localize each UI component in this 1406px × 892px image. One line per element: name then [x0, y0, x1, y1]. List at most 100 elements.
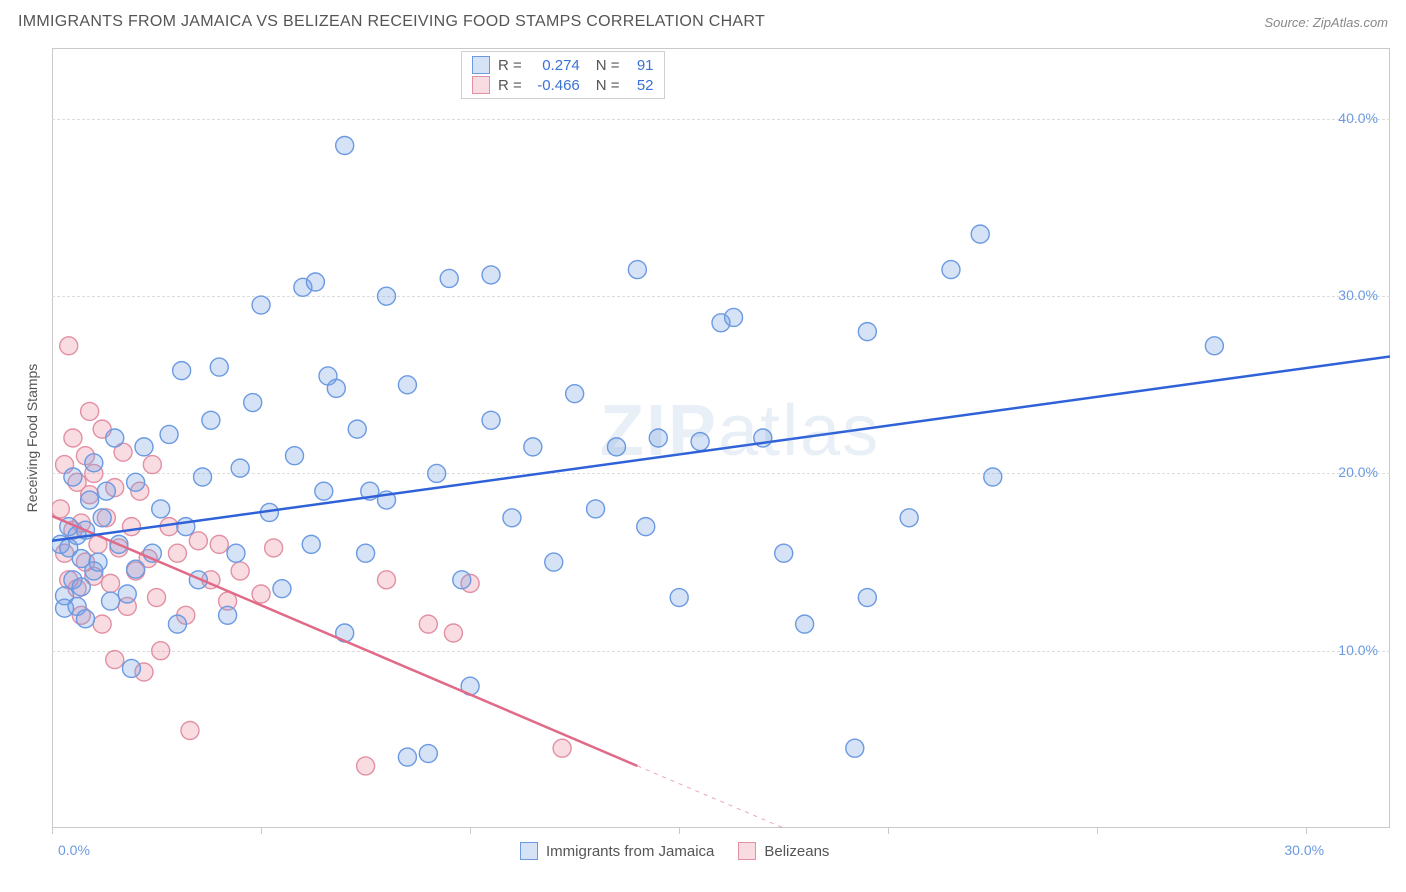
legend-swatch	[520, 842, 538, 860]
data-point	[148, 589, 166, 607]
data-point	[93, 509, 111, 527]
data-point	[168, 544, 186, 562]
data-point	[971, 225, 989, 243]
data-point	[127, 560, 145, 578]
data-point	[336, 137, 354, 155]
data-point	[900, 509, 918, 527]
legend-label: Immigrants from Jamaica	[546, 843, 714, 860]
data-point	[453, 571, 471, 589]
data-point	[858, 589, 876, 607]
data-point	[649, 429, 667, 447]
r-value: -0.466	[530, 77, 580, 94]
data-point	[348, 420, 366, 438]
data-point	[419, 745, 437, 763]
r-label: R =	[498, 77, 522, 94]
data-point	[97, 482, 115, 500]
data-point	[419, 615, 437, 633]
data-point	[72, 578, 90, 596]
data-point	[775, 544, 793, 562]
data-point	[219, 606, 237, 624]
data-point	[846, 739, 864, 757]
data-point	[89, 553, 107, 571]
regression-line	[52, 356, 1390, 540]
data-point	[553, 739, 571, 757]
data-point	[244, 394, 262, 412]
data-point	[357, 544, 375, 562]
data-point	[670, 589, 688, 607]
data-point	[106, 651, 124, 669]
data-point	[102, 592, 120, 610]
data-point	[440, 269, 458, 287]
legend-swatch	[472, 56, 490, 74]
data-point	[189, 532, 207, 550]
data-point	[181, 722, 199, 740]
data-point	[76, 610, 94, 628]
n-label: N =	[596, 57, 620, 74]
correlation-legend: R =0.274N =91R =-0.466N =52	[461, 51, 665, 99]
data-point	[482, 411, 500, 429]
data-point	[252, 296, 270, 314]
data-point	[315, 482, 333, 500]
data-point	[566, 385, 584, 403]
data-point	[428, 464, 446, 482]
data-point	[1205, 337, 1223, 355]
data-point	[691, 433, 709, 451]
data-point	[93, 615, 111, 633]
data-point	[398, 748, 416, 766]
series-legend: Immigrants from Jamaica Belizeans	[520, 842, 829, 860]
correlation-row: R = 0.274 N = 91	[472, 56, 654, 74]
data-point	[482, 266, 500, 284]
data-point	[152, 500, 170, 518]
data-point	[194, 468, 212, 486]
data-point	[118, 585, 136, 603]
data-point	[231, 562, 249, 580]
chart-svg	[0, 0, 1406, 892]
data-point	[231, 459, 249, 477]
data-point	[265, 539, 283, 557]
legend-swatch	[738, 842, 756, 860]
correlation-row: R =-0.466N =52	[472, 76, 654, 94]
data-point	[357, 757, 375, 775]
data-point	[252, 585, 270, 603]
data-point	[607, 438, 625, 456]
data-point	[102, 574, 120, 592]
data-point	[444, 624, 462, 642]
data-point	[85, 454, 103, 472]
data-point	[725, 308, 743, 326]
data-point	[587, 500, 605, 518]
n-label: N =	[596, 77, 620, 94]
data-point	[858, 323, 876, 341]
data-point	[210, 535, 228, 553]
data-point	[984, 468, 1002, 486]
r-label: R =	[498, 57, 522, 74]
data-point	[637, 518, 655, 536]
legend-swatch	[472, 76, 490, 94]
data-point	[168, 615, 186, 633]
n-value: 91	[628, 57, 654, 74]
data-point	[64, 468, 82, 486]
data-point	[122, 659, 140, 677]
data-point	[227, 544, 245, 562]
data-point	[202, 411, 220, 429]
data-point	[378, 287, 396, 305]
data-point	[64, 429, 82, 447]
data-point	[378, 571, 396, 589]
data-point	[173, 362, 191, 380]
data-point	[273, 580, 291, 598]
data-point	[51, 500, 69, 518]
data-point	[135, 438, 153, 456]
data-point	[122, 518, 140, 536]
data-point	[286, 447, 304, 465]
data-point	[796, 615, 814, 633]
legend-label: Belizeans	[764, 843, 829, 860]
data-point	[942, 261, 960, 279]
data-point	[106, 429, 124, 447]
data-point	[143, 456, 161, 474]
data-point	[81, 402, 99, 420]
data-point	[127, 473, 145, 491]
data-point	[524, 438, 542, 456]
data-point	[545, 553, 563, 571]
data-point	[152, 642, 170, 660]
data-point	[210, 358, 228, 376]
r-value: 0.274	[530, 57, 580, 74]
